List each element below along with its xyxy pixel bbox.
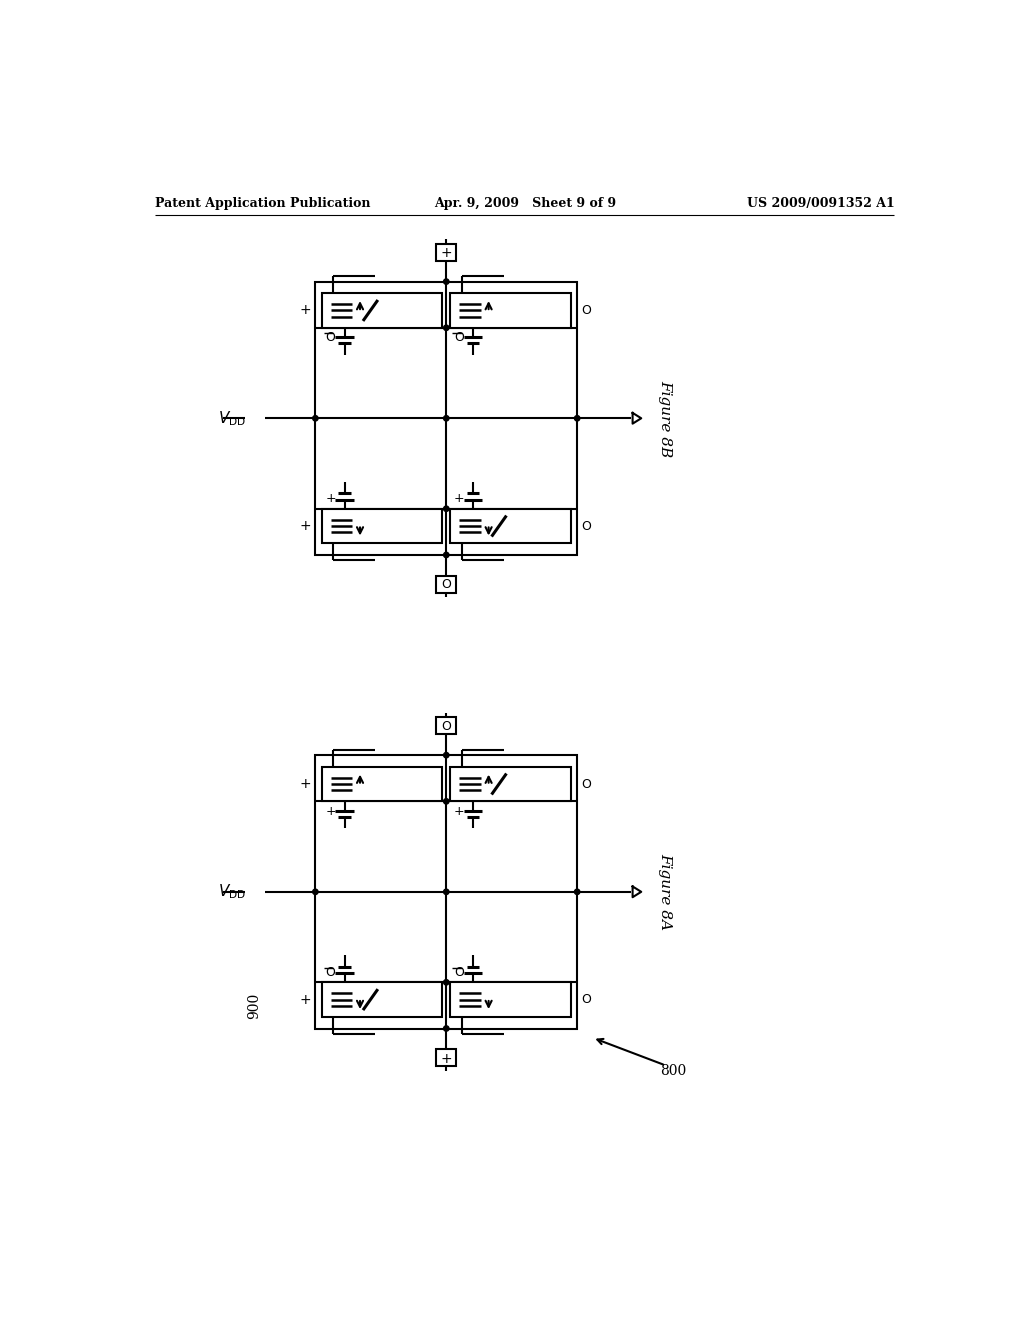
Bar — [315, 281, 578, 554]
Text: Figure 8A: Figure 8A — [658, 853, 673, 931]
Bar — [322, 982, 442, 1016]
Bar — [451, 293, 571, 327]
Text: 900: 900 — [247, 993, 261, 1019]
Circle shape — [312, 890, 318, 895]
Text: US 2009/0091352 A1: US 2009/0091352 A1 — [746, 197, 894, 210]
Bar — [315, 755, 578, 1028]
Bar — [322, 767, 442, 801]
Text: +: + — [454, 805, 465, 818]
Bar — [451, 767, 571, 801]
Text: +: + — [440, 1052, 452, 1065]
Circle shape — [443, 979, 449, 985]
Text: Patent Application Publication: Patent Application Publication — [156, 197, 371, 210]
Circle shape — [574, 416, 580, 421]
Text: $V_{\rm DD}$: $V_{\rm DD}$ — [218, 409, 246, 428]
Text: O: O — [581, 304, 591, 317]
Text: O: O — [326, 331, 335, 345]
Bar — [436, 576, 457, 593]
Text: +: + — [300, 777, 311, 791]
Text: +: + — [454, 492, 465, 506]
Text: +: + — [440, 246, 452, 260]
Circle shape — [443, 416, 449, 421]
Text: $V_{\rm DD}$: $V_{\rm DD}$ — [218, 883, 246, 902]
Bar — [451, 982, 571, 1016]
Text: +: + — [300, 993, 311, 1007]
Text: O: O — [441, 721, 452, 733]
Text: 800: 800 — [660, 1064, 686, 1078]
Text: O: O — [326, 966, 335, 979]
Text: +: + — [326, 805, 336, 818]
Circle shape — [574, 890, 580, 895]
Circle shape — [443, 506, 449, 511]
Bar — [436, 718, 457, 734]
Text: O: O — [581, 520, 591, 532]
Bar — [436, 1049, 457, 1067]
Bar — [436, 244, 457, 261]
Circle shape — [443, 279, 449, 284]
Circle shape — [443, 325, 449, 330]
Bar — [322, 508, 442, 544]
Circle shape — [312, 416, 318, 421]
Circle shape — [443, 552, 449, 557]
Circle shape — [443, 1026, 449, 1031]
Text: O: O — [441, 578, 452, 591]
Bar — [322, 293, 442, 327]
Text: +: + — [326, 492, 336, 506]
Circle shape — [443, 890, 449, 895]
Text: +: + — [300, 519, 311, 533]
Text: O: O — [581, 777, 591, 791]
Text: O: O — [454, 331, 464, 345]
Text: O: O — [454, 966, 464, 979]
Text: O: O — [581, 993, 591, 1006]
Text: Figure 8B: Figure 8B — [658, 380, 673, 457]
Bar — [451, 508, 571, 544]
Text: Apr. 9, 2009   Sheet 9 of 9: Apr. 9, 2009 Sheet 9 of 9 — [434, 197, 615, 210]
Text: +: + — [300, 304, 311, 318]
Circle shape — [443, 752, 449, 758]
Circle shape — [443, 799, 449, 804]
